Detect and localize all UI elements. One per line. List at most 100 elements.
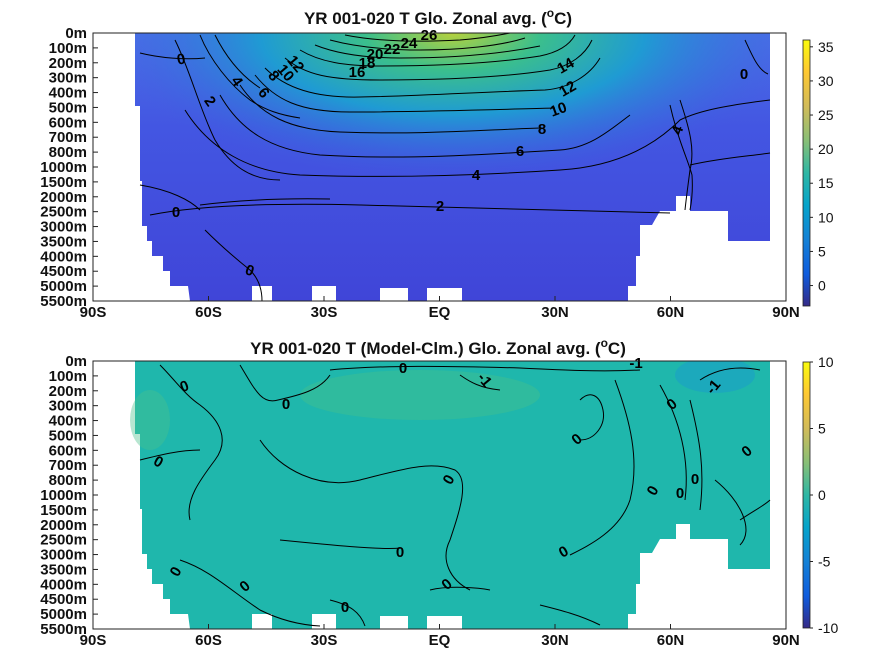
panel-title: YR 001-020 T Glo. Zonal avg. (oC) xyxy=(304,6,572,28)
x-tick-label: 30S xyxy=(311,304,338,321)
y-tick-label: 5500m xyxy=(40,293,87,310)
colorbar-tick-label: 20 xyxy=(818,141,834,157)
contour-label: 12 xyxy=(556,78,579,101)
colorbar-tick-label: 10 xyxy=(818,354,834,370)
y-tick-label: 400m xyxy=(49,413,87,430)
colorbar-tick-label: 5 xyxy=(818,243,826,259)
y-tick-label: 3500m xyxy=(40,233,87,250)
y-tick-label: 1000m xyxy=(40,487,87,504)
y-tick-label: 3500m xyxy=(40,561,87,578)
contour-label: 0 xyxy=(676,485,684,502)
x-tick-label: 60S xyxy=(195,304,222,321)
y-tick-label: 5000m xyxy=(40,606,87,623)
y-tick-label: 0m xyxy=(65,353,87,370)
y-tick-label: 200m xyxy=(49,55,87,72)
y-tick-label: 600m xyxy=(49,442,87,459)
x-tick-label: 90N xyxy=(772,632,800,649)
y-tick-label: 5500m xyxy=(40,621,87,638)
y-tick-label: 3000m xyxy=(40,547,87,564)
x-tick-label: 30S xyxy=(311,632,338,649)
y-tick-label: 1500m xyxy=(40,174,87,191)
y-tick-label: 4000m xyxy=(40,576,87,593)
x-tick-label: EQ xyxy=(429,304,451,321)
axes-ticks: 90S 60S 30S EQ 30N 60N 90N0m100m200m300m400m50… xyxy=(40,353,799,649)
contour-label: 4 xyxy=(472,167,481,184)
contour-label: 16 xyxy=(349,64,366,81)
y-tick-label: 4500m xyxy=(40,263,87,280)
contour-label: 0 xyxy=(282,396,290,413)
contour-label: 0 xyxy=(399,360,407,377)
x-tick-label: 30N xyxy=(541,632,569,649)
x-tick-label: 90N xyxy=(772,304,800,321)
panel-difference: YR 001-020 T (Model-Clm.) Glo. Zonal avg… xyxy=(40,336,838,649)
contour-label: 8 xyxy=(538,121,546,138)
x-tick-label: 60N xyxy=(657,632,685,649)
x-tick-label: 60N xyxy=(657,304,685,321)
y-tick-label: 1500m xyxy=(40,502,87,519)
y-tick-label: 800m xyxy=(49,144,87,161)
y-tick-label: 300m xyxy=(49,70,87,87)
contour-label: 24 xyxy=(401,35,418,52)
colorbar-tick-label: 30 xyxy=(818,73,834,89)
y-tick-label: 2000m xyxy=(40,517,87,534)
contour-label: 20 xyxy=(367,46,384,63)
y-tick-label: 5000m xyxy=(40,278,87,295)
y-tick-label: 300m xyxy=(49,398,87,415)
y-tick-label: 500m xyxy=(49,427,87,444)
axes-ticks: 90S 60S 30S EQ 30N 60N 90N0m100m200m300m400m50… xyxy=(40,25,799,321)
contour-label: 6 xyxy=(516,143,524,160)
contour-label: 0 xyxy=(176,50,187,68)
colorbar-tick-label: 15 xyxy=(818,175,834,191)
y-tick-label: 1000m xyxy=(40,159,87,176)
y-tick-label: 3000m xyxy=(40,219,87,236)
colorbar-tick-label: 0 xyxy=(818,278,826,294)
contour-label: 2 xyxy=(436,198,444,215)
y-tick-label: 600m xyxy=(49,114,87,131)
colorbar-tick-label: -5 xyxy=(818,554,831,570)
y-tick-label: 100m xyxy=(49,368,87,385)
colorbar-ticks: 35 30 25 20 15 10 5 0 xyxy=(810,39,834,294)
x-tick-label: 30N xyxy=(541,304,569,321)
y-tick-label: 800m xyxy=(49,472,87,489)
difference-field xyxy=(130,361,771,629)
y-tick-label: 100m xyxy=(49,40,87,57)
contour-label: 18 xyxy=(359,55,376,72)
y-tick-label: 700m xyxy=(49,129,87,146)
contour-label: 0 xyxy=(740,66,748,83)
colorbar-tick-label: -10 xyxy=(818,620,838,636)
x-tick-label: EQ xyxy=(429,632,451,649)
contour-label: 0 xyxy=(341,599,349,616)
contour-label: 14 xyxy=(554,54,578,77)
contour-label: 0 xyxy=(396,544,404,561)
colorbar-tick-label: 0 xyxy=(818,487,826,503)
colorbar-tick-label: 5 xyxy=(818,421,826,437)
y-tick-label: 0m xyxy=(65,25,87,42)
contour-label: 26 xyxy=(421,27,438,44)
y-tick-label: 2500m xyxy=(40,204,87,221)
contour-label: 10 xyxy=(548,99,569,121)
contour-label: 0 xyxy=(691,471,699,488)
colorbar-tick-label: 25 xyxy=(818,107,834,123)
y-tick-label: 400m xyxy=(49,85,87,102)
y-tick-label: 700m xyxy=(49,457,87,474)
x-tick-label: 90S xyxy=(80,632,107,649)
y-tick-label: 4500m xyxy=(40,591,87,608)
panel-title: YR 001-020 T (Model-Clm.) Glo. Zonal avg… xyxy=(250,336,626,358)
colorbar-tick-label: 35 xyxy=(818,39,834,55)
colorbar-tick-label: 10 xyxy=(818,209,834,225)
y-tick-label: 4000m xyxy=(40,248,87,265)
colorbar xyxy=(803,362,810,628)
contour-label: -1 xyxy=(629,355,642,372)
y-tick-label: 2500m xyxy=(40,532,87,549)
y-tick-label: 2000m xyxy=(40,189,87,206)
colorbar-ticks: 10 5 0 -5 -10 xyxy=(810,354,838,636)
y-tick-label: 200m xyxy=(49,383,87,400)
panel-temperature: YR 001-020 T Glo. Zonal avg. (oC) xyxy=(40,6,834,321)
colorbar xyxy=(803,40,810,306)
temperature-field xyxy=(135,33,771,301)
x-tick-label: 60S xyxy=(195,632,222,649)
y-tick-label: 500m xyxy=(49,99,87,116)
contour-label: 22 xyxy=(384,41,401,58)
x-tick-label: 90S xyxy=(80,304,107,321)
